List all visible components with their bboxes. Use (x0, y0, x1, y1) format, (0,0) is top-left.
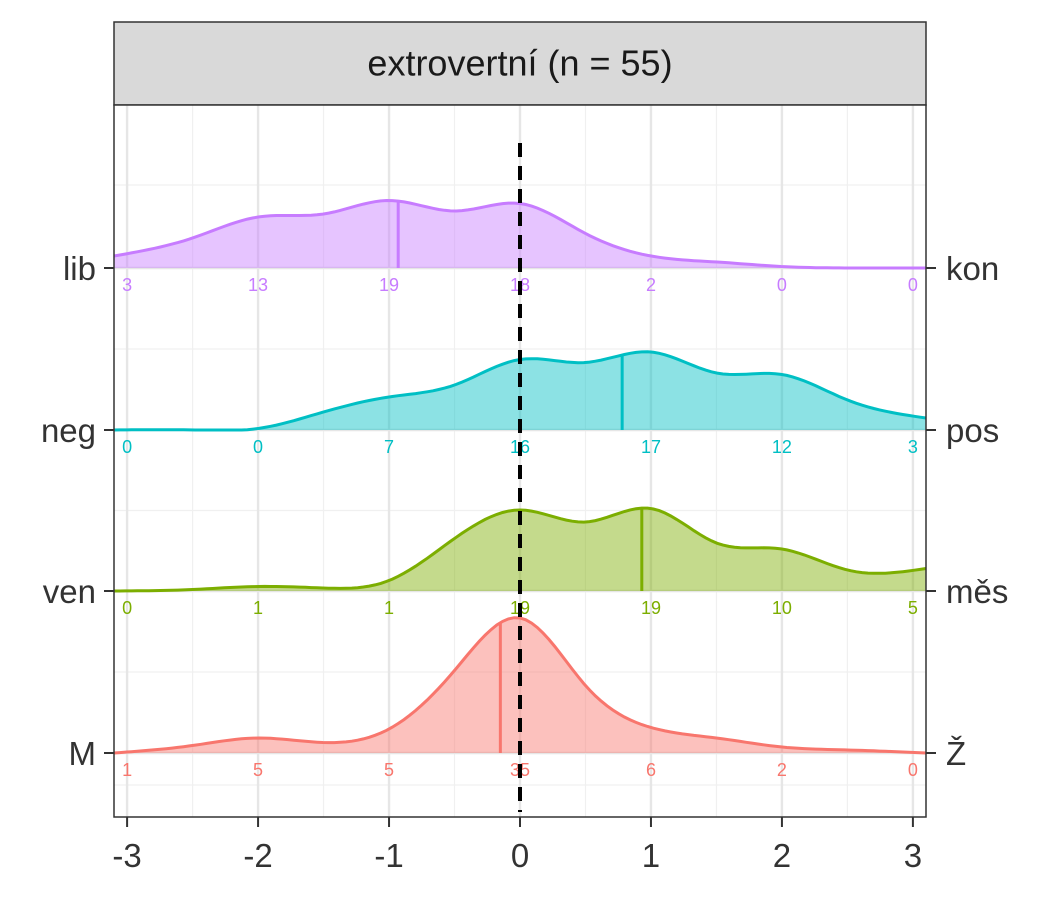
count-label: 6 (646, 760, 656, 780)
count-label: 1 (122, 760, 132, 780)
count-label: 13 (248, 275, 268, 295)
count-label: 19 (379, 275, 399, 295)
y-label-right: pos (946, 412, 999, 449)
x-tick-label: 0 (511, 837, 529, 874)
y-label-left: ven (43, 573, 96, 610)
count-label: 17 (641, 437, 661, 457)
count-label: 0 (777, 275, 787, 295)
x-tick-label: -2 (243, 837, 272, 874)
count-label: 2 (646, 275, 656, 295)
count-label: 19 (641, 598, 661, 618)
panel-strip-label: extrovertní (n = 55) (367, 43, 672, 84)
x-tick-label: 3 (904, 837, 922, 874)
density-line (113, 198, 926, 270)
density-area (114, 200, 926, 268)
count-label: 0 (253, 437, 263, 457)
count-label: 5 (253, 760, 263, 780)
count-label: 7 (384, 437, 394, 457)
chart-content: extrovertní (n = 55)31319182000071617123… (41, 21, 1008, 874)
count-label: 5 (384, 760, 394, 780)
count-label: 5 (908, 598, 918, 618)
density-area (114, 351, 926, 430)
y-label-left: neg (41, 412, 96, 449)
density-area (114, 508, 926, 591)
count-label: 0 (908, 275, 918, 295)
count-label: 2 (777, 760, 787, 780)
count-label: 0 (122, 437, 132, 457)
count-label: 1 (253, 598, 263, 618)
ridge-lib: 3131918200 (113, 198, 926, 295)
density-line (114, 506, 927, 593)
y-label-right: Ž (946, 735, 966, 772)
count-label: 1 (384, 598, 394, 618)
count-label: 0 (122, 598, 132, 618)
count-label: 3 (122, 275, 132, 295)
x-tick-label: 2 (773, 837, 791, 874)
count-label: 10 (772, 598, 792, 618)
ridge-ven: 0111919105 (114, 506, 927, 618)
y-label-right: kon (946, 250, 999, 287)
density-line (113, 616, 927, 755)
y-label-right: měs (946, 573, 1008, 610)
panel-strip (113, 21, 927, 106)
count-label: 3 (908, 437, 918, 457)
count-label: 0 (908, 760, 918, 780)
x-tick-label: 1 (642, 837, 660, 874)
x-tick-label: -1 (374, 837, 403, 874)
count-label: 12 (772, 437, 792, 457)
y-label-left: M (69, 735, 97, 772)
y-label-left: lib (63, 250, 96, 287)
x-tick-label: -3 (112, 837, 141, 874)
